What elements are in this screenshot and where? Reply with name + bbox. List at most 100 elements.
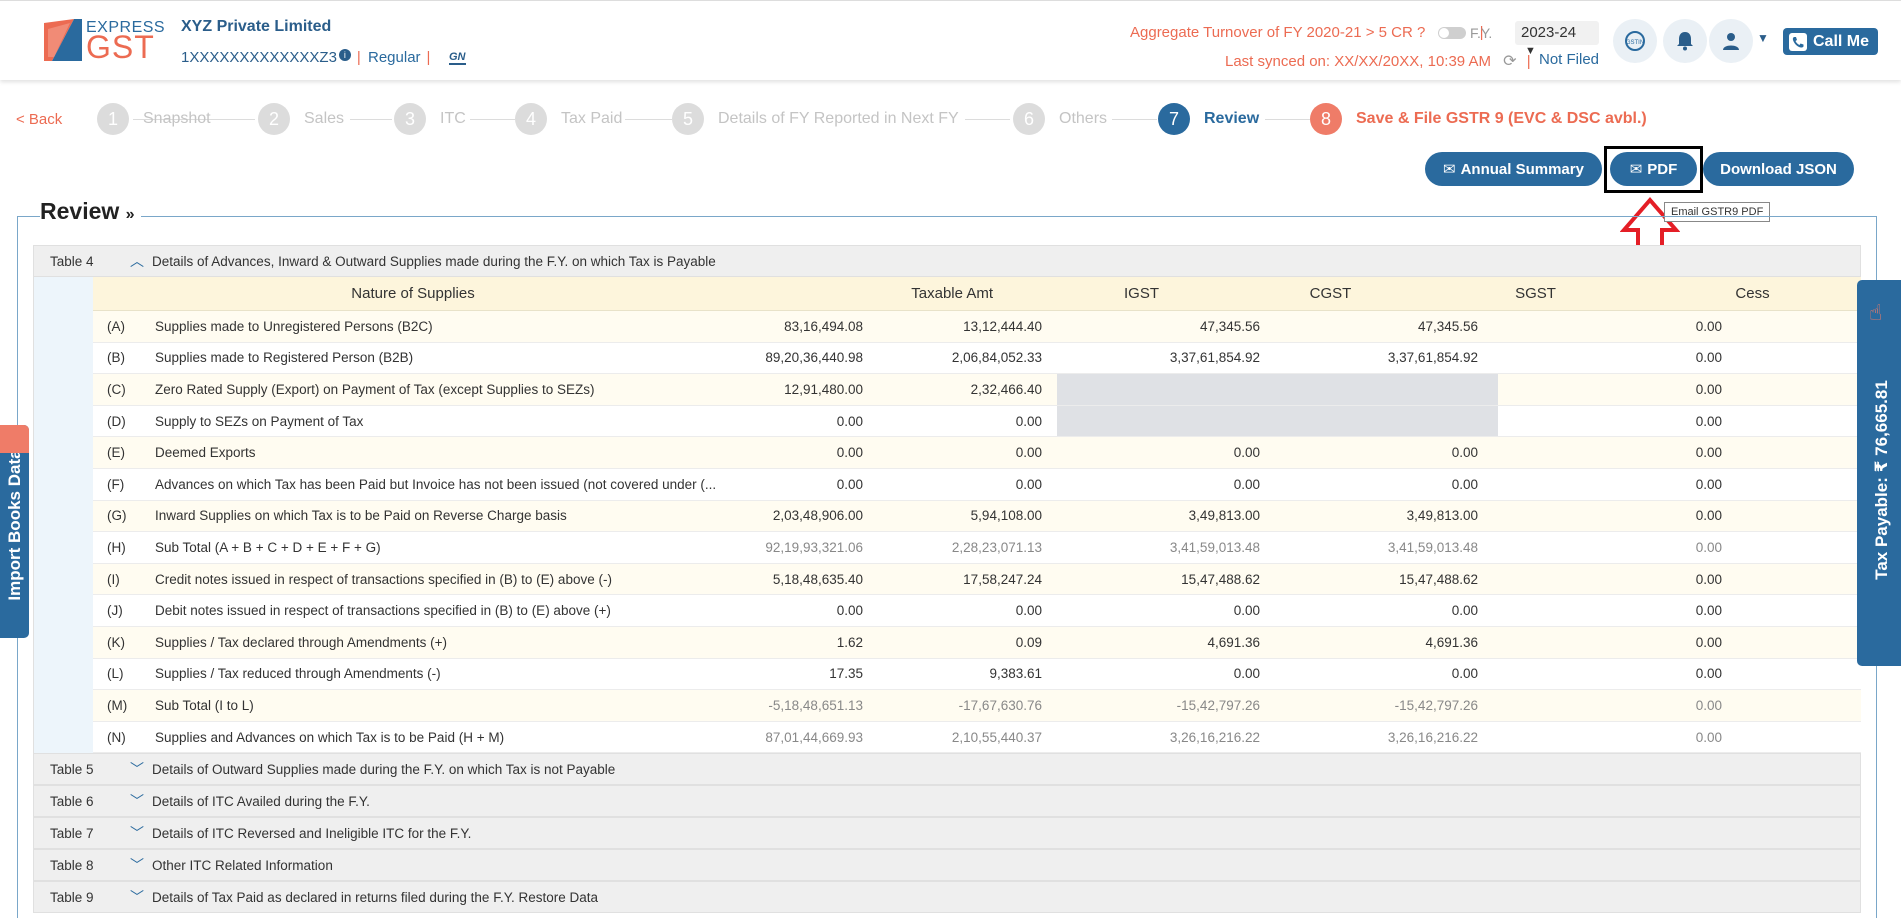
taxable-amt-cell: 0.00 [836, 413, 863, 429]
column-headers: Nature of Supplies Taxable Amt IGST CGST… [93, 277, 1861, 311]
user-menu-button[interactable] [1709, 19, 1753, 63]
step-others[interactable]: 6 Others [1013, 103, 1107, 135]
taxable-amt-cell: 0.00 [836, 603, 863, 619]
step-label: Snapshot [143, 110, 211, 127]
review-tables: Table 4 ︿ Details of Advances, Inward & … [33, 245, 1861, 914]
table-row: (N) Supplies and Advances on which Tax is… [93, 722, 1861, 754]
download-json-button[interactable]: Download JSON [1703, 152, 1854, 186]
table-number: Table 9 [50, 889, 94, 905]
sgst-cell: 4,691.36 [1425, 634, 1478, 650]
fy-select[interactable]: 2023-24 ▼ [1515, 21, 1599, 57]
step-next-fy-details[interactable]: 5 Details of FY Reported in Next FY [672, 103, 959, 135]
sgst-cell: 3,37,61,854.92 [1387, 350, 1478, 366]
disabled-cell [1057, 405, 1498, 437]
col-taxable-amt: Taxable Amt [911, 285, 993, 302]
row-description: Sub Total (A + B + C + D + E + F + G) [155, 539, 381, 555]
taxable-amt-cell: 1.62 [836, 634, 863, 650]
igst-cell: 0.00 [1015, 603, 1042, 619]
tax-payable-tab[interactable]: ☝ Tax Payable: ₹ 76,665.81 [1857, 280, 1901, 666]
cgst-cell: 3,49,813.00 [1188, 508, 1260, 524]
chevron-down-icon[interactable]: ﹀ [130, 889, 144, 906]
import-books-tab[interactable]: Import Books Data [0, 425, 29, 638]
table8-header[interactable]: Table 8 ﹀ Other ITC Related Information [33, 849, 1861, 882]
gstn-icon[interactable]: GN [449, 51, 466, 65]
table-title: Details of Tax Paid as declared in retur… [152, 889, 598, 905]
fy-value: 2023-24 [1521, 24, 1577, 41]
step-review[interactable]: 7 Review [1158, 103, 1259, 135]
user-menu-caret-icon[interactable]: ▼ [1757, 31, 1769, 45]
sgst-cell: -15,42,797.26 [1394, 697, 1478, 713]
cess-cell: 0.00 [1695, 729, 1722, 745]
table9-header[interactable]: Table 9 ﹀ Details of Tax Paid as declare… [33, 881, 1861, 914]
step-tax-paid[interactable]: 4 Tax Paid [515, 103, 622, 135]
row-code: (G) [107, 508, 127, 524]
step-sales[interactable]: 2 Sales [258, 103, 344, 135]
chevron-down-icon[interactable]: ﹀ [130, 857, 144, 874]
step-number: 2 [258, 103, 290, 135]
step-number: 7 [1158, 103, 1190, 135]
gstin-portal-button[interactable]: GSTIN [1613, 19, 1657, 63]
cess-cell: 0.00 [1695, 697, 1722, 713]
igst-cell: 17,58,247.24 [963, 571, 1042, 587]
gstin-portal-icon: GSTIN [1625, 31, 1645, 51]
company-name: XYZ Private Limited [181, 18, 332, 35]
megaphone-icon[interactable] [0, 425, 29, 453]
cess-cell: 0.00 [1695, 318, 1722, 334]
info-icon[interactable]: i [338, 49, 351, 61]
refresh-icon[interactable]: ⟳ [1503, 53, 1517, 70]
col-igst: IGST [1123, 285, 1159, 302]
review-title[interactable]: Review » [40, 198, 141, 225]
table-row: (K) Supplies / Tax declared through Amend… [93, 626, 1861, 659]
table-row: (E) Deemed Exports 0.00 0.00 0.00 0.00 0.00 [93, 437, 1861, 469]
filing-status: Not Filed [1539, 51, 1600, 68]
step-number: 1 [97, 103, 129, 135]
table-number: Table 5 [50, 761, 94, 777]
chevron-down-icon[interactable]: ﹀ [130, 761, 144, 778]
row-description: Credit notes issued in respect of transa… [155, 571, 612, 587]
row-code: (M) [107, 697, 128, 713]
chevron-up-icon[interactable]: ︿ [130, 253, 144, 269]
call-me-button[interactable]: Call Me [1783, 28, 1878, 55]
table5-header[interactable]: Table 5 ﹀ Details of Outward Supplies ma… [33, 753, 1861, 786]
row-code: (B) [107, 350, 125, 366]
table7-header[interactable]: Table 7 ﹀ Details of ITC Reversed and In… [33, 817, 1861, 850]
cgst-cell: 4,691.36 [1207, 634, 1260, 650]
email-pdf-button[interactable]: ✉ PDF [1610, 152, 1697, 186]
table-row: (I) Credit notes issued in respect of tra… [93, 563, 1861, 596]
phone-icon [1789, 32, 1807, 51]
cgst-cell: 3,37,61,854.92 [1169, 350, 1260, 366]
envelope-icon: ✉ [1443, 161, 1456, 178]
row-code: (F) [107, 476, 125, 492]
table-title: Details of ITC Availed during the F.Y. [152, 793, 370, 809]
chevron-down-icon[interactable]: ﹀ [130, 825, 144, 842]
row-code: (C) [107, 381, 126, 397]
sgst-cell: 3,49,813.00 [1406, 508, 1478, 524]
double-chevron-down-icon: » [125, 206, 135, 223]
notifications-button[interactable] [1663, 19, 1707, 63]
table4-header[interactable]: Table 4 ︿ Details of Advances, Inward & … [33, 245, 1861, 277]
taxpayer-type: Regular | [368, 49, 436, 66]
table-number: Table 6 [50, 793, 94, 809]
turnover-toggle[interactable] [1437, 27, 1466, 40]
divider: | [426, 49, 431, 66]
cess-cell: 0.00 [1695, 413, 1722, 429]
step-save-file[interactable]: 8 Save & File GSTR 9 (EVC & DSC avbl.) [1310, 103, 1647, 135]
step-itc[interactable]: 3 ITC [394, 103, 466, 135]
row-code: (D) [107, 413, 126, 429]
cgst-cell: 0.00 [1233, 666, 1260, 682]
logo-mark-icon [44, 19, 82, 61]
cess-cell: 0.00 [1695, 381, 1722, 397]
cess-cell: 0.00 [1695, 476, 1722, 492]
step-label: ITC [440, 110, 466, 127]
back-link[interactable]: < Back [16, 111, 63, 128]
row-description: Sub Total (I to L) [155, 697, 254, 713]
express-gst-logo[interactable]: EXPRESS GST [44, 19, 165, 63]
annual-summary-button[interactable]: ✉ Annual Summary [1425, 152, 1602, 186]
table6-header[interactable]: Table 6 ﹀ Details of ITC Availed during … [33, 785, 1861, 818]
table4-body: Nature of Supplies Taxable Amt IGST CGST… [33, 277, 1861, 754]
sgst-cell: 47,345.56 [1417, 318, 1478, 334]
table-row: (D) Supply to SEZs on Payment of Tax 0.00 0… [93, 405, 1861, 438]
step-snapshot[interactable]: 1 Snapshot [97, 103, 211, 135]
table-number: Table 7 [50, 825, 94, 841]
chevron-down-icon[interactable]: ﹀ [130, 793, 144, 810]
